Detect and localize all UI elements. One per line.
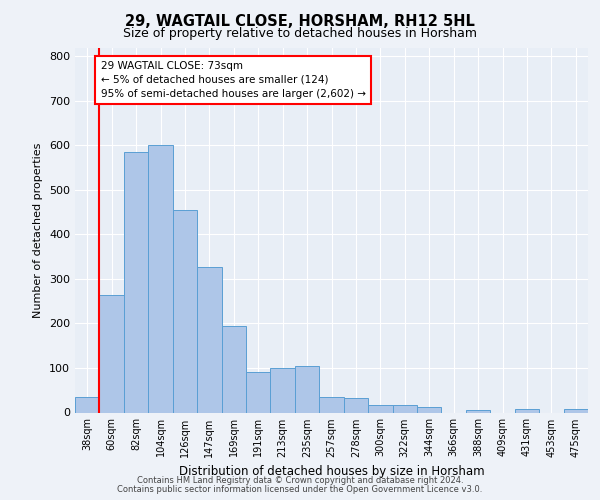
Text: Size of property relative to detached houses in Horsham: Size of property relative to detached ho… xyxy=(123,28,477,40)
Bar xyxy=(75,397,100,412)
Bar xyxy=(417,407,442,412)
Bar xyxy=(344,398,368,412)
Bar xyxy=(466,410,490,412)
Text: 29 WAGTAIL CLOSE: 73sqm
← 5% of detached houses are smaller (124)
95% of semi-de: 29 WAGTAIL CLOSE: 73sqm ← 5% of detached… xyxy=(101,61,365,99)
Bar xyxy=(515,409,539,412)
Bar xyxy=(246,372,271,412)
Bar xyxy=(295,366,319,412)
Bar xyxy=(197,266,221,412)
Bar xyxy=(124,152,148,412)
Bar xyxy=(368,405,392,412)
Text: 29, WAGTAIL CLOSE, HORSHAM, RH12 5HL: 29, WAGTAIL CLOSE, HORSHAM, RH12 5HL xyxy=(125,14,475,29)
Bar xyxy=(148,146,173,412)
Bar xyxy=(221,326,246,412)
Bar xyxy=(271,368,295,412)
Bar xyxy=(392,405,417,412)
Text: Contains HM Land Registry data © Crown copyright and database right 2024.: Contains HM Land Registry data © Crown c… xyxy=(137,476,463,485)
Bar xyxy=(173,210,197,412)
Bar xyxy=(319,397,344,412)
Text: Contains public sector information licensed under the Open Government Licence v3: Contains public sector information licen… xyxy=(118,484,482,494)
X-axis label: Distribution of detached houses by size in Horsham: Distribution of detached houses by size … xyxy=(179,465,484,478)
Bar xyxy=(100,294,124,412)
Bar xyxy=(563,410,588,412)
Y-axis label: Number of detached properties: Number of detached properties xyxy=(34,142,43,318)
